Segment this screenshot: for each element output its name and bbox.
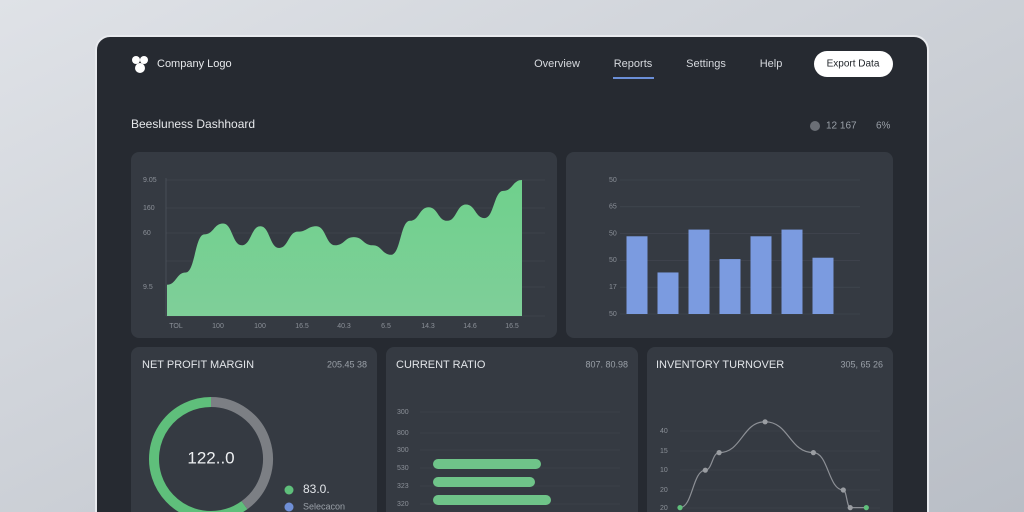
y-label: 323 bbox=[397, 483, 409, 490]
y-label: 9.05 bbox=[143, 177, 157, 184]
point bbox=[847, 505, 853, 511]
nav-item[interactable]: Overview bbox=[534, 58, 580, 70]
nav-underline bbox=[613, 77, 654, 79]
y-label: 160 bbox=[143, 205, 155, 212]
x-label: TOL bbox=[169, 323, 183, 330]
x-label: 6.5 bbox=[381, 323, 391, 330]
nav-item[interactable]: Help bbox=[760, 58, 783, 70]
y-label: 65 bbox=[609, 204, 617, 211]
legend-label: Selecacon bbox=[303, 501, 345, 511]
donut-center: 122..0 bbox=[187, 448, 234, 467]
card-figure: 305, 65 26 bbox=[840, 359, 883, 369]
y-label: 50 bbox=[609, 230, 617, 237]
stat-dot bbox=[810, 121, 820, 131]
legend-swatch bbox=[284, 485, 294, 495]
x-label: 14.3 bbox=[421, 323, 435, 330]
y-label: 20 bbox=[660, 487, 668, 494]
legend-label: 83.0. bbox=[303, 482, 330, 496]
bar bbox=[433, 459, 541, 469]
bar bbox=[750, 236, 772, 314]
stat: 6% bbox=[876, 121, 891, 132]
stat: 12 167 bbox=[826, 121, 857, 132]
point bbox=[840, 487, 846, 493]
bar bbox=[781, 229, 803, 314]
legend-swatch bbox=[284, 502, 294, 512]
y-label: 50 bbox=[609, 311, 617, 318]
logo-icon bbox=[132, 56, 148, 73]
point bbox=[716, 450, 722, 456]
y-label: 800 bbox=[397, 430, 409, 437]
x-label: 16.5 bbox=[295, 323, 309, 330]
y-label: 300 bbox=[397, 409, 409, 416]
y-label: 9.5 bbox=[143, 284, 153, 291]
bar bbox=[688, 229, 710, 314]
x-label: 40.3 bbox=[337, 323, 351, 330]
y-label: 10 bbox=[660, 467, 668, 474]
donut-segment bbox=[149, 397, 248, 512]
card bbox=[647, 347, 893, 512]
point bbox=[677, 505, 683, 511]
bar bbox=[433, 495, 551, 505]
y-label: 15 bbox=[660, 448, 668, 455]
x-label: 16.5 bbox=[505, 323, 519, 330]
y-label: 300 bbox=[397, 447, 409, 454]
export-button[interactable] bbox=[814, 51, 893, 77]
y-label: 20 bbox=[660, 505, 668, 512]
y-label: 530 bbox=[397, 465, 409, 472]
y-label: 320 bbox=[397, 501, 409, 508]
bar bbox=[812, 257, 834, 314]
logo-text: Company Logo bbox=[157, 58, 232, 70]
y-label: 50 bbox=[609, 257, 617, 264]
card-title: INVENTORY TURNOVER bbox=[656, 359, 784, 371]
bar bbox=[626, 236, 648, 314]
card bbox=[566, 152, 893, 338]
x-label: 100 bbox=[212, 323, 224, 330]
nav-item[interactable]: Reports bbox=[614, 58, 653, 70]
x-label: 14.6 bbox=[463, 323, 477, 330]
area bbox=[167, 180, 522, 316]
y-label: 17 bbox=[609, 284, 617, 291]
card-figure: 807. 80.98 bbox=[585, 359, 628, 369]
point bbox=[863, 505, 869, 511]
x-label: 100 bbox=[254, 323, 266, 330]
donut-segment bbox=[210, 397, 273, 510]
y-label: 60 bbox=[143, 230, 151, 237]
point bbox=[810, 450, 817, 456]
nav-item[interactable]: Settings bbox=[686, 58, 726, 70]
page-title: Beesluness Dashhoard bbox=[131, 117, 255, 131]
point bbox=[762, 419, 768, 425]
bar bbox=[657, 272, 679, 314]
point bbox=[702, 467, 708, 473]
card-figure: 205.45 38 bbox=[327, 359, 367, 369]
bar bbox=[433, 477, 535, 487]
card bbox=[386, 347, 638, 512]
y-label: 50 bbox=[609, 177, 617, 184]
card-title: CURRENT RATIO bbox=[396, 359, 486, 371]
y-label: 40 bbox=[660, 428, 668, 435]
card-title: NET PROFIT MARGIN bbox=[142, 359, 254, 371]
bar bbox=[719, 259, 741, 314]
export-label[interactable]: Export Data bbox=[827, 59, 880, 70]
